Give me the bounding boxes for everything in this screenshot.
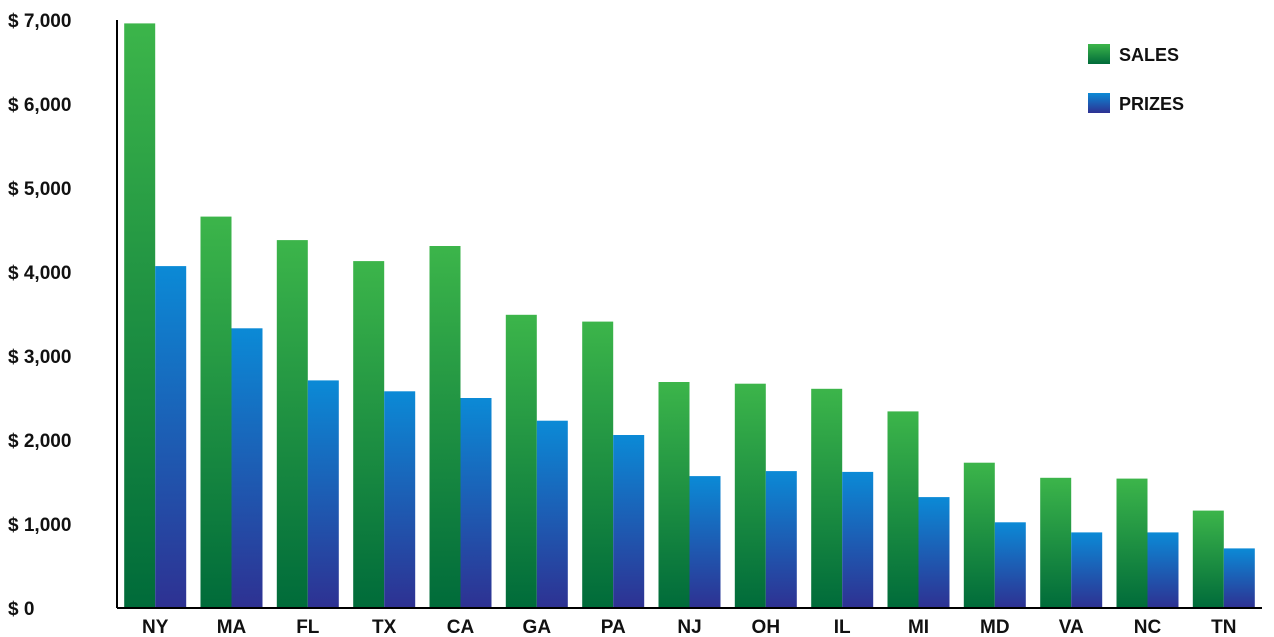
bar-sales-md (963, 462, 995, 608)
bar-sales-oh (734, 383, 766, 608)
y-tick-label: $ 2,000 (8, 431, 71, 452)
y-axis-ticks: $ 0 $ 1,000 $ 2,000 $ 3,000 $ 4,000 $ 5,000 $ … (8, 11, 71, 620)
legend-label-prizes: PRIZES (1119, 94, 1184, 114)
y-tick-label: $ 6,000 (8, 95, 71, 116)
bar-sales-tx (353, 261, 385, 608)
x-tick-label: MD (980, 617, 1010, 637)
x-tick-label: NC (1134, 617, 1162, 637)
bar-sales-pa (582, 321, 614, 608)
y-tick-label: $ 7,000 (8, 11, 71, 32)
bar-sales-va (1040, 477, 1072, 608)
x-tick-label: OH (752, 617, 781, 637)
x-tick-label: NJ (677, 617, 701, 637)
bar-prizes-ny (155, 266, 187, 608)
bars-group (124, 23, 1255, 608)
x-tick-label: MI (908, 617, 929, 637)
bar-prizes-pa (613, 435, 645, 608)
bar-sales-fl (276, 240, 308, 608)
bar-sales-ma (200, 216, 232, 608)
bar-sales-nj (658, 382, 690, 608)
bar-prizes-ga (536, 420, 568, 608)
x-tick-label: MA (217, 617, 247, 637)
bar-sales-il (811, 388, 843, 608)
legend-swatch-prizes (1088, 93, 1110, 113)
y-tick-label: $ 0 (8, 599, 34, 620)
y-tick-label: $ 1,000 (8, 515, 71, 536)
bar-prizes-nj (689, 476, 721, 608)
x-tick-label: TX (372, 617, 397, 637)
bar-prizes-il (842, 471, 874, 608)
bar-sales-ga (505, 314, 537, 608)
bar-prizes-va (1071, 532, 1103, 608)
bar-prizes-tn (1223, 548, 1255, 608)
bar-prizes-md (994, 522, 1026, 608)
x-tick-label: VA (1059, 617, 1084, 637)
x-axis-labels: NY MA FL TX CA GA PA NJ OH IL MI MD VA NC TN (142, 617, 1236, 637)
bar-sales-tn (1192, 510, 1224, 608)
y-tick-label: $ 3,000 (8, 347, 71, 368)
x-tick-label: NY (142, 617, 169, 637)
bar-sales-ny (124, 23, 156, 608)
bar-prizes-mi (918, 497, 950, 608)
x-tick-label: FL (296, 617, 320, 637)
bar-sales-nc (1116, 478, 1148, 608)
y-tick-label: $ 5,000 (8, 179, 71, 200)
legend-label-sales: SALES (1119, 45, 1179, 65)
bar-prizes-ma (231, 328, 263, 608)
legend: SALES PRIZES (1088, 44, 1184, 114)
x-tick-label: GA (523, 617, 552, 637)
bar-prizes-tx (384, 391, 416, 608)
legend-swatch-sales (1088, 44, 1110, 64)
x-tick-label: PA (601, 617, 626, 637)
bar-sales-ca (429, 246, 461, 608)
x-tick-label: TN (1211, 617, 1236, 637)
bar-prizes-fl (307, 380, 339, 608)
bar-prizes-ca (460, 398, 492, 608)
y-tick-label: $ 4,000 (8, 263, 71, 284)
x-tick-label: CA (447, 617, 475, 637)
bar-sales-mi (887, 411, 919, 608)
x-tick-label: IL (834, 617, 851, 637)
bar-prizes-nc (1147, 532, 1179, 608)
bar-prizes-oh (765, 471, 797, 608)
